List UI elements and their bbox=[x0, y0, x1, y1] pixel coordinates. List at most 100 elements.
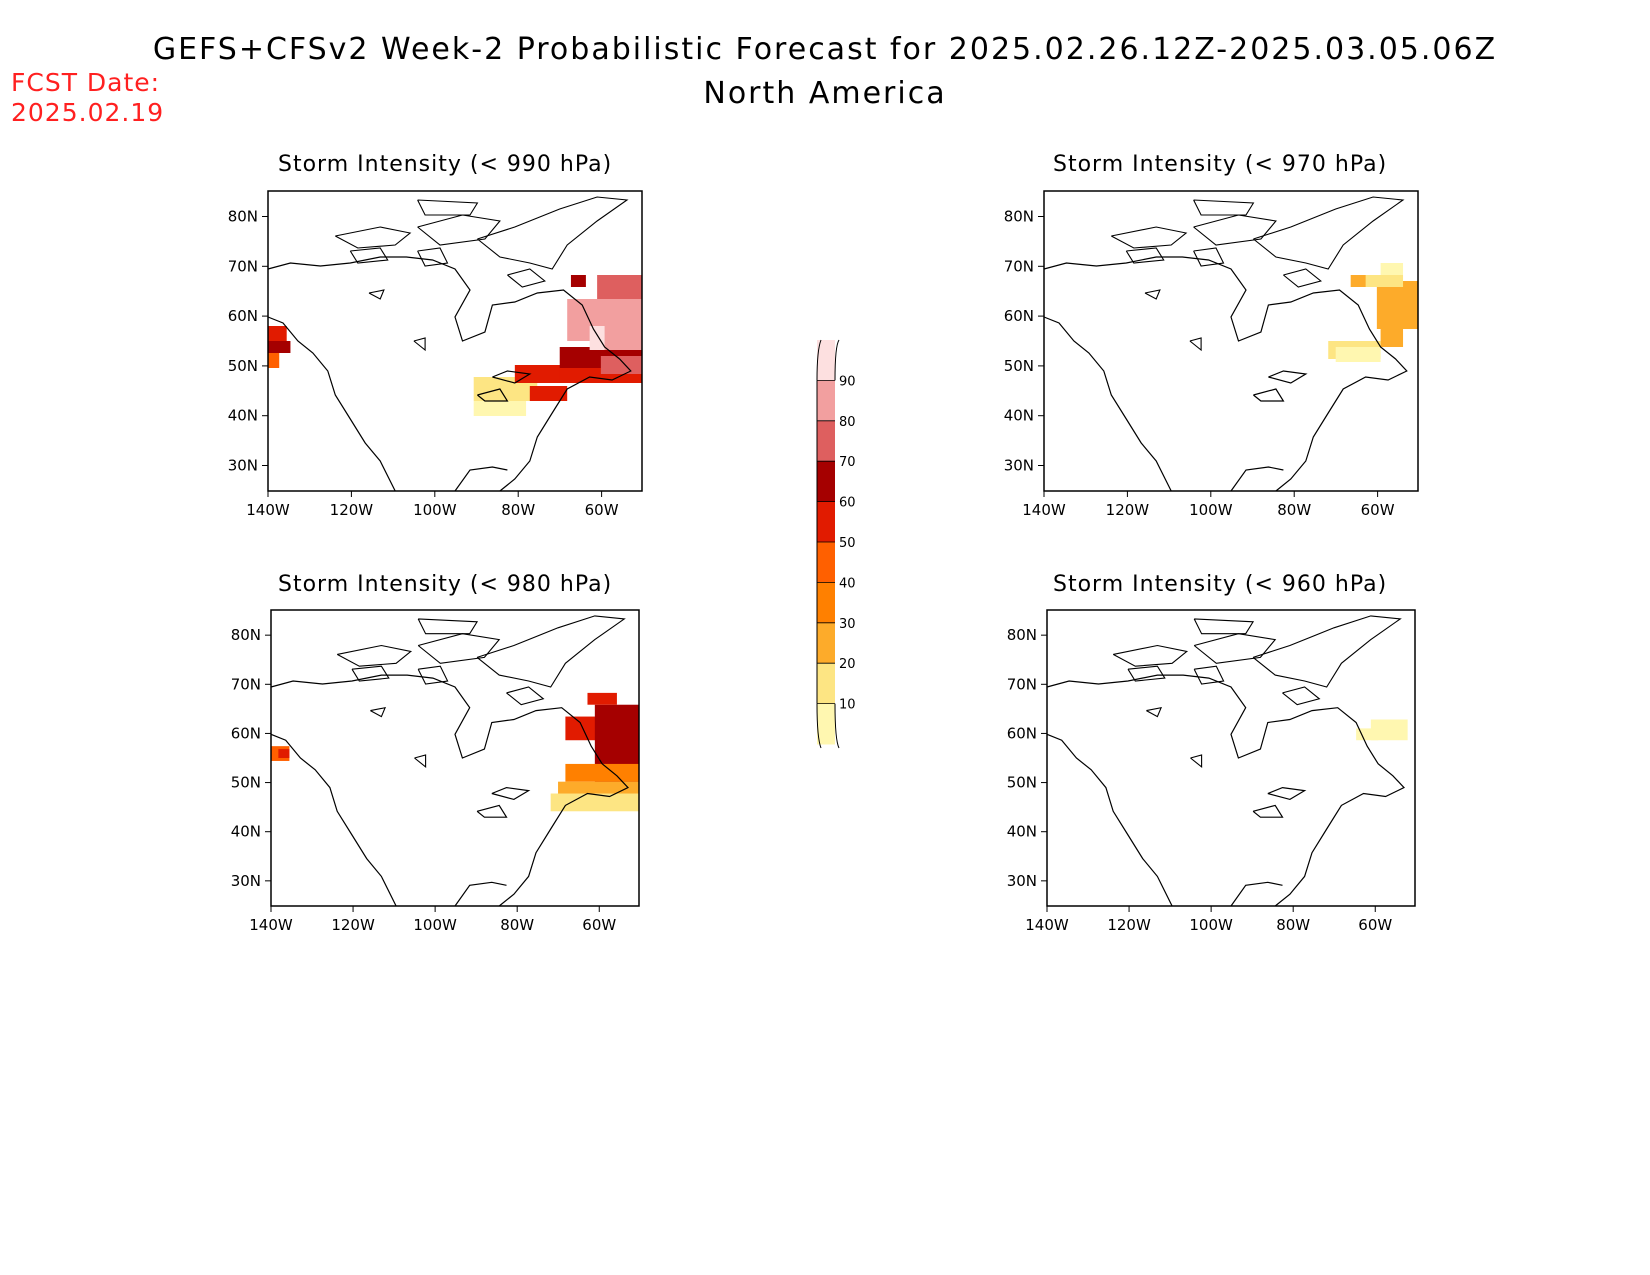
fcst-date-value: 2025.02.19 bbox=[11, 98, 165, 127]
probability-cell bbox=[587, 692, 617, 705]
probability-cell bbox=[1365, 275, 1404, 287]
map-panel-980: 30N 40N 50N 60N 70N 80N 140W 120W 100W 80W 60W bbox=[231, 609, 640, 934]
colorbar-arrow-edge bbox=[816, 339, 822, 749]
lake-outline bbox=[370, 706, 387, 718]
coastline bbox=[1046, 733, 1173, 907]
lat-tick-label: 40N bbox=[231, 823, 261, 841]
lat-tick-label: 70N bbox=[1004, 257, 1034, 275]
colorbar-segment bbox=[817, 501, 835, 543]
island-outline bbox=[1193, 665, 1225, 685]
island-outline bbox=[477, 196, 629, 270]
probability-cell bbox=[268, 341, 291, 353]
island-outline bbox=[417, 618, 479, 635]
lon-tick-label: 120W bbox=[331, 916, 375, 934]
lat-tick-label: 60N bbox=[231, 724, 261, 742]
probability-cell bbox=[473, 401, 527, 416]
island-outline bbox=[349, 247, 389, 264]
main-title: GEFS+CFSv2 Week-2 Probabilistic Forecast… bbox=[152, 32, 1498, 67]
island-outline bbox=[1253, 196, 1405, 270]
colorbar-label: 60 bbox=[839, 496, 856, 511]
lat-tick-label: 30N bbox=[1004, 457, 1034, 475]
coastline bbox=[1043, 256, 1408, 492]
island-outline bbox=[1127, 665, 1166, 682]
colorbar-segment bbox=[817, 542, 835, 583]
colorbar-label: 90 bbox=[839, 374, 856, 389]
coastline bbox=[1046, 674, 1405, 907]
map-frame bbox=[270, 609, 640, 907]
colorbar-label: 70 bbox=[839, 455, 856, 470]
island-outline bbox=[1252, 615, 1402, 688]
coastline bbox=[1230, 466, 1284, 492]
colorbar-label: 20 bbox=[839, 657, 856, 672]
island-outline bbox=[1112, 644, 1189, 667]
island-outline bbox=[1193, 247, 1225, 267]
lat-tick-label: 80N bbox=[1007, 626, 1037, 644]
lon-tick-label: 60W bbox=[585, 501, 619, 519]
colorbar-segment bbox=[817, 420, 835, 462]
lat-tick-label: 80N bbox=[231, 626, 261, 644]
island-outline bbox=[336, 644, 413, 667]
lat-tick-label: 60N bbox=[1007, 724, 1037, 742]
island-outline bbox=[417, 633, 501, 664]
probability-cell bbox=[1370, 719, 1408, 741]
lon-tick-label: 80W bbox=[1276, 916, 1310, 934]
lake-outline bbox=[1190, 754, 1203, 769]
probability-cell bbox=[268, 353, 280, 368]
probability-cell bbox=[1335, 347, 1381, 362]
lat-tick-label: 80N bbox=[1004, 208, 1034, 226]
coastline bbox=[1253, 388, 1285, 402]
colorbar-label: 80 bbox=[839, 415, 856, 430]
lon-tick-label: 140W bbox=[1022, 501, 1066, 519]
island-outline bbox=[1193, 214, 1277, 246]
lon-tick-label: 100W bbox=[1189, 501, 1233, 519]
colorbar: 10 20 30 40 50 60 70 80 90 bbox=[816, 339, 856, 749]
map-frame bbox=[267, 190, 643, 492]
lake-outline bbox=[1144, 289, 1161, 300]
probability-cell bbox=[1380, 329, 1404, 347]
island-outline bbox=[417, 665, 449, 685]
lake-outline bbox=[413, 337, 426, 352]
colorbar-label: 10 bbox=[839, 698, 856, 713]
colorbar-arrows bbox=[834, 339, 840, 749]
colorbar-segment bbox=[817, 582, 835, 624]
colorbar-label: 50 bbox=[839, 536, 856, 551]
map-frame bbox=[1043, 190, 1419, 492]
island-outline bbox=[1193, 199, 1255, 216]
lat-tick-label: 40N bbox=[1007, 823, 1037, 841]
island-outline bbox=[417, 199, 479, 216]
lat-tick-label: 50N bbox=[228, 357, 258, 375]
lake-outline bbox=[1146, 706, 1163, 718]
lat-tick-label: 70N bbox=[231, 675, 261, 693]
panel-title-960: Storm Intensity (< 960 hPa) bbox=[1053, 572, 1388, 597]
lat-tick-label: 40N bbox=[1004, 407, 1034, 425]
lat-tick-label: 60N bbox=[228, 307, 258, 325]
lon-tick-label: 120W bbox=[330, 501, 374, 519]
island-outline bbox=[1111, 226, 1188, 249]
colorbar-segment bbox=[817, 380, 835, 422]
lon-tick-label: 120W bbox=[1107, 916, 1151, 934]
lat-tick-label: 30N bbox=[1007, 872, 1037, 890]
coastline bbox=[267, 256, 632, 492]
colorbar-segment bbox=[817, 622, 835, 664]
coastline bbox=[454, 466, 508, 492]
probability-cell bbox=[514, 365, 568, 383]
lat-tick-label: 70N bbox=[1007, 675, 1037, 693]
coastline bbox=[1268, 370, 1308, 384]
coastline bbox=[1043, 316, 1172, 492]
lon-tick-label: 100W bbox=[413, 501, 457, 519]
lon-tick-label: 140W bbox=[246, 501, 290, 519]
island-outline bbox=[335, 226, 412, 249]
lat-tick-label: 40N bbox=[228, 407, 258, 425]
island-outline bbox=[1282, 686, 1321, 706]
probability-cell bbox=[1376, 281, 1418, 329]
island-outline bbox=[351, 665, 390, 682]
lat-tick-label: 70N bbox=[228, 257, 258, 275]
lon-tick-label: 140W bbox=[249, 916, 293, 934]
lon-tick-label: 120W bbox=[1106, 501, 1150, 519]
coastline bbox=[1230, 881, 1283, 907]
lat-tick-label: 50N bbox=[231, 774, 261, 792]
lat-tick-label: 80N bbox=[228, 208, 258, 226]
probability-cell bbox=[600, 356, 642, 374]
lon-tick-label: 100W bbox=[1189, 916, 1233, 934]
